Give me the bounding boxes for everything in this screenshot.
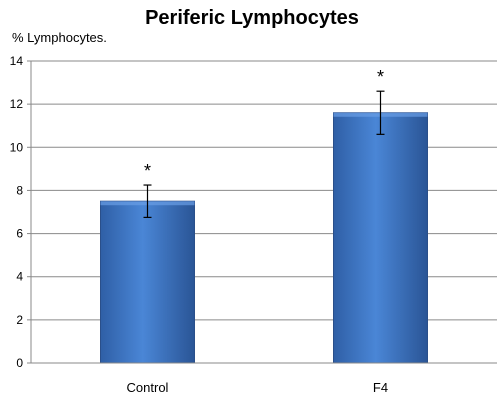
y-tick-label: 12 xyxy=(10,97,24,111)
chart-title: Periferic Lymphocytes xyxy=(145,7,359,29)
category-labels: Control F4 xyxy=(127,380,389,395)
y-tick-label: 8 xyxy=(16,183,23,197)
y-tick-label: 2 xyxy=(16,313,23,327)
y-tick-label: 14 xyxy=(10,54,24,68)
category-label: Control xyxy=(127,380,169,395)
significance-star: * xyxy=(377,67,384,87)
y-axis-label: % Lymphocytes. xyxy=(12,30,107,45)
y-tick-label: 6 xyxy=(16,227,23,241)
bars xyxy=(100,112,428,364)
error-bars xyxy=(143,90,385,218)
y-tick-labels: 0 2 4 6 8 10 12 14 xyxy=(10,54,24,370)
bar xyxy=(100,200,195,364)
y-tick-label: 10 xyxy=(10,140,24,154)
significance-star: * xyxy=(144,161,151,181)
category-label: F4 xyxy=(373,380,388,395)
significance-markers: ** xyxy=(144,67,384,181)
y-tick-label: 0 xyxy=(16,356,23,370)
y-tick-label: 4 xyxy=(16,270,23,284)
bar xyxy=(333,112,428,364)
